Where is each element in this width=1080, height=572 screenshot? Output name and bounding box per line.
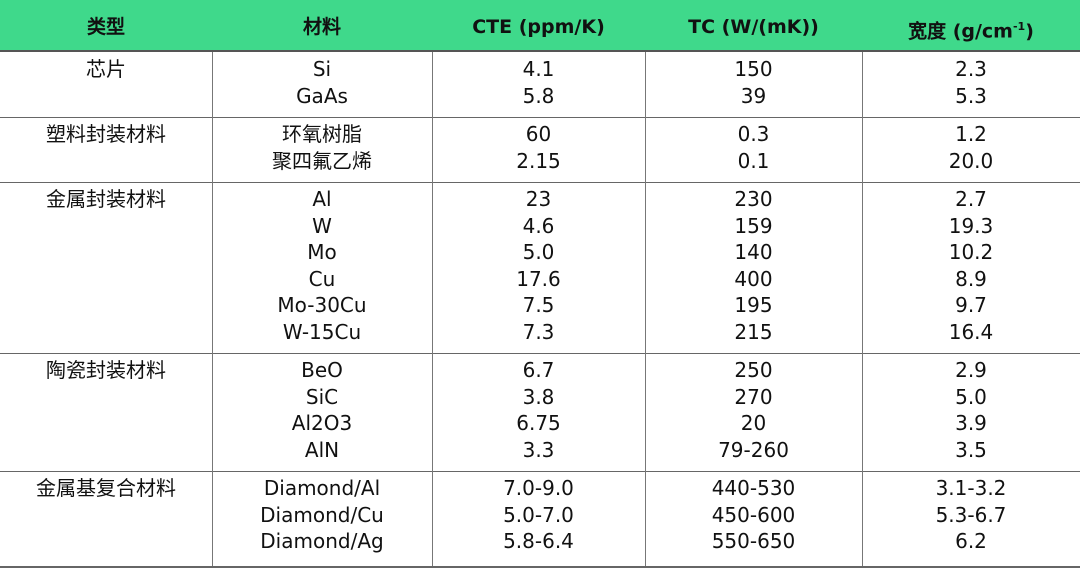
data-cell: Si	[312, 57, 332, 81]
data-cell: 4.6	[522, 213, 555, 238]
column-divider	[645, 52, 646, 566]
header-cell: TC (W/(mK))	[688, 16, 819, 38]
data-cell: 550-650	[711, 529, 796, 553]
data-cell: 3.9	[955, 411, 987, 435]
data-cell: 250	[734, 358, 773, 382]
data-cell: 5.8-6.4	[503, 529, 574, 553]
data-cell: 440-530	[711, 476, 796, 500]
data-cell: 5.3-6.7	[935, 502, 1007, 527]
type-cell: 塑料封装材料	[46, 122, 166, 146]
header-cell: 材料	[302, 16, 341, 38]
data-cell: 9.7	[955, 293, 987, 317]
data-cell: W-15Cu	[282, 319, 362, 344]
data-cell: SiC	[305, 384, 339, 409]
data-cell: 159	[734, 213, 773, 238]
data-cell: 140	[734, 240, 773, 264]
data-cell: W	[312, 213, 332, 238]
data-cell: 215	[734, 319, 773, 344]
data-cell: 10.2	[948, 240, 994, 264]
data-cell: 3.1-3.2	[935, 476, 1007, 500]
data-cell: 3.5	[955, 437, 987, 462]
data-cell: Mo	[307, 240, 337, 264]
data-cell: 2.7	[955, 187, 987, 211]
data-cell: 聚四氟乙烯	[272, 148, 372, 173]
data-cell: Diamond/Cu	[260, 502, 384, 527]
data-cell: 环氧树脂	[282, 122, 362, 146]
data-cell: 270	[734, 384, 773, 409]
column-divider	[862, 52, 863, 566]
column-divider	[432, 52, 433, 566]
data-cell: 5.0	[955, 384, 987, 409]
data-cell: 450-600	[711, 502, 796, 527]
type-cell: 芯片	[86, 57, 126, 81]
data-cell: 16.4	[948, 319, 994, 344]
data-cell: 195	[734, 293, 773, 317]
data-cell: 6.75	[516, 411, 561, 435]
type-cell: 金属基复合材料	[36, 476, 176, 500]
data-cell: 6.2	[955, 529, 987, 553]
type-cell: 金属封装材料	[46, 187, 166, 211]
header-row	[0, 0, 1080, 52]
data-cell: 150	[734, 57, 773, 81]
data-cell: 8.9	[955, 266, 987, 291]
header-cell: CTE (ppm/K)	[472, 16, 605, 38]
type-cell: 陶瓷封装材料	[46, 358, 166, 382]
row-divider	[0, 471, 1080, 472]
data-cell: 17.6	[516, 266, 561, 291]
data-cell: 2.15	[516, 148, 561, 173]
data-cell: Diamond/Al	[263, 476, 381, 500]
data-cell: 6.7	[522, 358, 555, 382]
header-text: )	[1025, 20, 1034, 43]
data-cell: 5.8	[522, 83, 555, 108]
data-cell: 2.9	[955, 358, 987, 382]
data-cell: Al2O3	[291, 411, 353, 435]
row-divider	[0, 353, 1080, 354]
data-cell: Cu	[308, 266, 336, 291]
data-cell: AlN	[304, 437, 340, 462]
data-cell: 230	[734, 187, 773, 211]
data-cell: 5.3	[955, 83, 987, 108]
header-cell: 宽度 (g/cm-1)	[862, 0, 1080, 52]
row-divider	[0, 182, 1080, 183]
data-cell: 2.3	[955, 57, 987, 81]
data-cell: 0.3	[737, 122, 770, 146]
row-divider	[0, 566, 1080, 568]
data-cell: 1.2	[955, 122, 987, 146]
row-divider	[0, 117, 1080, 118]
data-cell: 60	[525, 122, 552, 146]
data-cell: 5.0-7.0	[503, 502, 574, 527]
data-cell: 79-260	[718, 437, 789, 462]
data-cell: BeO	[301, 358, 343, 382]
data-cell: Diamond/Ag	[260, 529, 384, 553]
data-cell: 5.0	[522, 240, 555, 264]
header-text: 宽度 (g/cm	[908, 20, 1013, 43]
data-cell: 3.8	[522, 384, 555, 409]
data-cell: 7.3	[522, 319, 555, 344]
data-cell: 7.5	[522, 293, 555, 317]
data-cell: 400	[734, 266, 773, 291]
data-cell: GaAs	[296, 83, 348, 108]
header-cell: 类型	[86, 16, 125, 38]
data-cell: 39	[740, 83, 767, 108]
data-cell: 0.1	[737, 148, 770, 173]
data-cell: 19.3	[948, 213, 994, 238]
data-cell: 7.0-9.0	[503, 476, 574, 500]
data-cell: 23	[525, 187, 552, 211]
data-cell: 3.3	[522, 437, 555, 462]
header-text: -1	[1012, 20, 1026, 33]
data-cell: 4.1	[522, 57, 555, 81]
column-divider	[212, 52, 213, 566]
data-cell: Mo-30Cu	[277, 293, 367, 317]
data-cell: 20	[740, 411, 767, 435]
data-cell: Al	[312, 187, 332, 211]
data-cell: 20.0	[948, 148, 994, 173]
